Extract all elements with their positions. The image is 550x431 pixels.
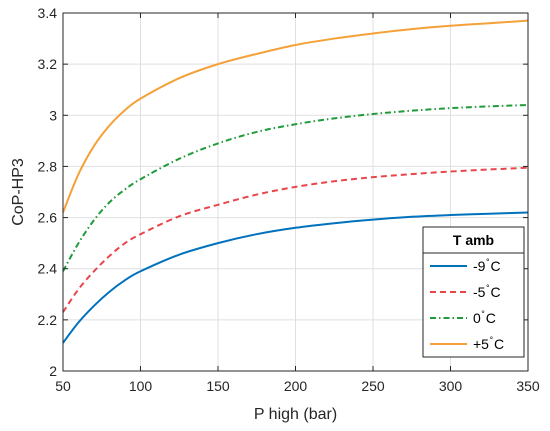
legend-degree-mark: ° <box>481 309 485 319</box>
legend-unit: C <box>494 336 504 352</box>
y-tick-label: 2.4 <box>38 261 58 277</box>
y-tick-label: 3.4 <box>38 5 58 21</box>
legend-label-1: -5 <box>473 284 486 300</box>
x-axis-title: P high (bar) <box>254 406 337 423</box>
x-tick-label: 300 <box>439 378 463 394</box>
legend-unit: C <box>486 310 496 326</box>
legend-degree-mark: ° <box>486 283 490 293</box>
legend-unit: C <box>490 284 500 300</box>
legend-label-0: -9 <box>473 258 486 274</box>
x-tick-label: 200 <box>284 378 308 394</box>
x-tick-label: 150 <box>206 378 230 394</box>
y-tick-label: 3 <box>49 107 57 123</box>
legend-title: T amb <box>453 232 494 248</box>
y-axis-title: CoP-HP3 <box>10 158 27 226</box>
series-line-2 <box>62 104 529 272</box>
series-line-3 <box>62 19 529 213</box>
y-tick-label: 2 <box>49 363 57 379</box>
series-line-0 <box>62 211 529 344</box>
x-tick-label: 350 <box>516 378 540 394</box>
legend-label-2: 0 <box>473 310 481 326</box>
legend: T amb-9 ° C-5 ° C0 ° C+5 ° C <box>422 226 525 358</box>
x-tick-label: 50 <box>55 378 71 394</box>
x-tick-label: 100 <box>129 378 153 394</box>
y-tick-label: 2.6 <box>38 210 58 226</box>
x-tick-label: 250 <box>361 378 385 394</box>
y-tick-label: 2.8 <box>38 158 58 174</box>
series-lines <box>62 19 529 344</box>
legend-degree-mark: ° <box>489 335 493 345</box>
y-tick-label: 2.2 <box>38 312 58 328</box>
series-line-1 <box>62 166 529 313</box>
y-tick-label: 3.2 <box>38 56 58 72</box>
legend-box <box>422 226 525 358</box>
legend-unit: C <box>490 258 500 274</box>
legend-label-3: +5 <box>473 336 489 352</box>
legend-degree-mark: ° <box>486 257 490 267</box>
axis-ticks: 50 100 150 200 250 300 350 2 2.2 2.4 2.6 2.8 3 3.2 3.4 <box>38 5 540 394</box>
